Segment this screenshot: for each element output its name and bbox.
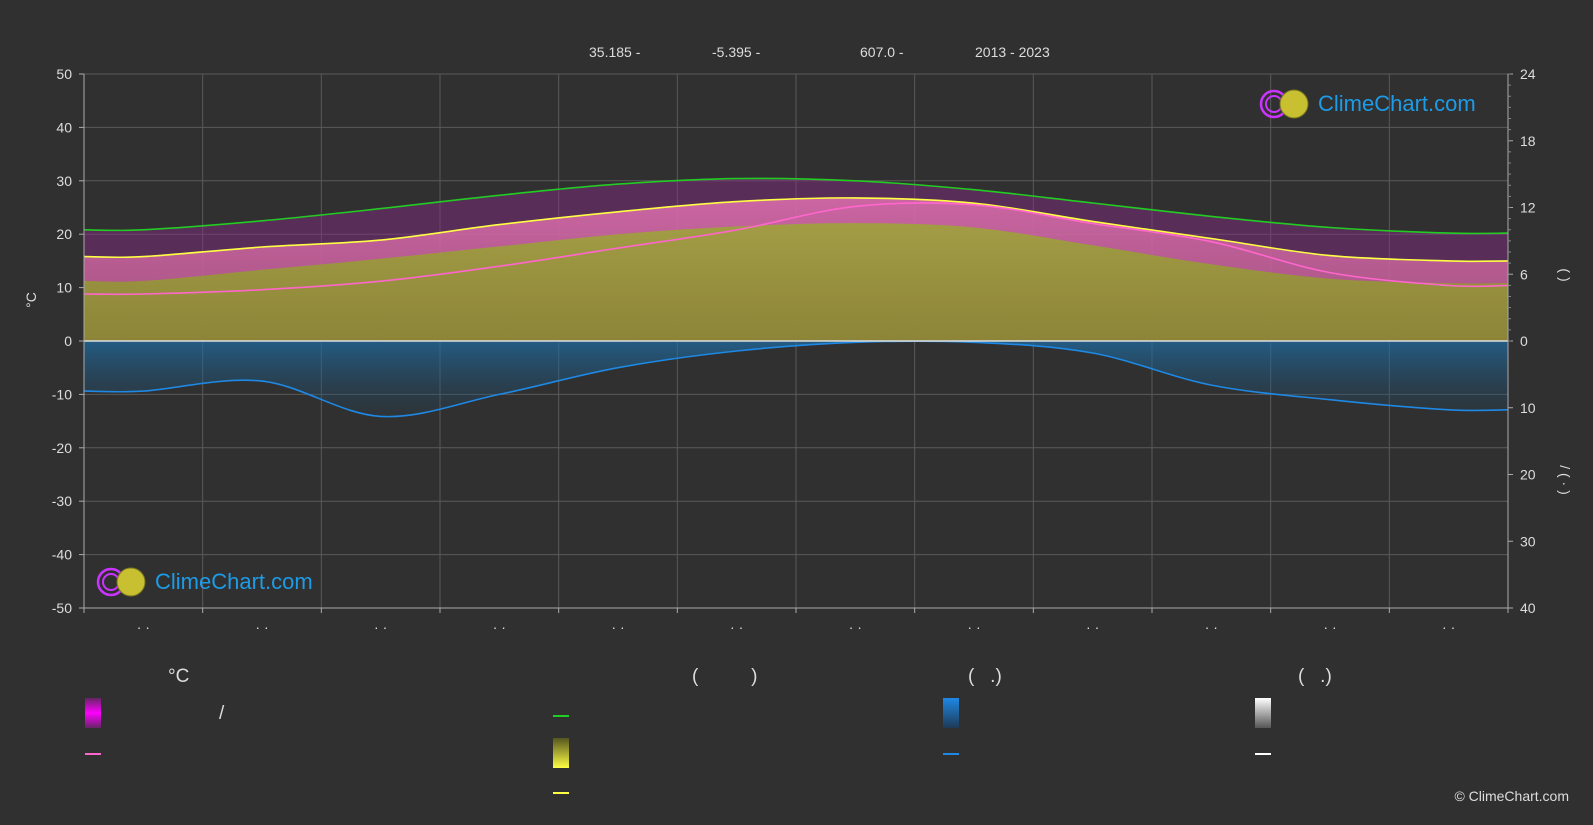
left-tick-label: 0 xyxy=(64,333,72,349)
x-tick-label: · · xyxy=(849,619,862,635)
left-tick-label: -30 xyxy=(52,493,72,509)
max-temp-line xyxy=(83,197,1509,263)
x-tick-label: · · xyxy=(730,619,743,635)
legend-sun-header: ( ) xyxy=(692,666,758,687)
snow-swatch xyxy=(1255,698,1271,728)
right-bottom-tick-label: 40 xyxy=(1520,600,1536,616)
x-tick-label: · · xyxy=(967,619,980,635)
temp-range-swatch xyxy=(85,698,101,728)
legend-snow-header: ( .) xyxy=(1298,666,1332,687)
x-tick-label: · · xyxy=(137,619,150,635)
precip-area xyxy=(84,341,1508,417)
climechart-logo-icon xyxy=(96,567,146,597)
left-tick-label: -10 xyxy=(52,386,72,402)
legend-rain-header: ( .) xyxy=(968,666,1002,687)
rain-swatch xyxy=(943,698,959,728)
x-tick-label: · · xyxy=(1205,619,1218,635)
precip-line xyxy=(83,340,1509,418)
logo-bottom[interactable]: ClimeChart.com xyxy=(95,565,313,599)
chart-axes: 50 40 30 20 10 0 -10 -20 -30 -40 -50 24 18 12 6 0 10 20 30… xyxy=(52,66,1536,635)
x-tick-label: · · xyxy=(1442,619,1455,635)
chart-areas xyxy=(84,178,1508,417)
right-bottom-tick-label: 20 xyxy=(1520,467,1536,483)
elevation-text: 607.0 - xyxy=(860,44,904,60)
right-top-tick-label: 0 xyxy=(1520,333,1528,349)
x-tick-label: · · xyxy=(1086,619,1099,635)
x-tick-label: · · xyxy=(493,619,506,635)
min-temp-line xyxy=(83,202,1509,296)
left-tick-label: 50 xyxy=(56,66,72,82)
longitude-text: -5.395 - xyxy=(712,44,761,60)
left-tick-label: 10 xyxy=(56,280,72,296)
left-tick-label: 40 xyxy=(56,119,72,135)
copyright-text: © ClimeChart.com xyxy=(1454,788,1569,804)
right-axis-bottom-label: / ( · ) xyxy=(1557,465,1573,495)
x-tick-label: · · xyxy=(374,619,387,635)
left-tick-label: 20 xyxy=(56,226,72,242)
right-top-tick-label: 24 xyxy=(1520,66,1536,82)
latitude-text: 35.185 - xyxy=(589,44,641,60)
left-tick-label: -20 xyxy=(52,440,72,456)
legend-temp-range-label: / xyxy=(219,703,225,724)
year-range-text: 2013 - 2023 xyxy=(975,44,1050,60)
left-tick-label: -50 xyxy=(52,600,72,616)
left-tick-label: 30 xyxy=(56,173,72,189)
logo-text: ClimeChart.com xyxy=(155,569,313,594)
right-top-tick-label: 6 xyxy=(1520,266,1528,282)
right-bottom-tick-label: 30 xyxy=(1520,533,1536,549)
logo-top[interactable]: ClimeChart.com xyxy=(1258,87,1476,121)
right-top-tick-label: 18 xyxy=(1520,133,1536,149)
right-axis-top-label: ( ) xyxy=(1557,268,1573,281)
chart-lines xyxy=(83,177,1509,418)
right-top-tick-label: 12 xyxy=(1520,200,1536,216)
daylight-line xyxy=(83,177,1509,235)
legend-temp-header: °C xyxy=(168,666,190,687)
sunshine-swatch xyxy=(553,738,569,768)
x-tick-label: · · xyxy=(611,619,624,635)
right-bottom-tick-label: 10 xyxy=(1520,400,1536,416)
left-axis-label: °C xyxy=(23,292,39,308)
left-tick-label: -40 xyxy=(52,547,72,563)
climechart-logo-icon xyxy=(1259,89,1309,119)
x-tick-label: · · xyxy=(1323,619,1336,635)
sunshine-area xyxy=(84,223,1508,341)
x-tick-label: · · xyxy=(255,619,268,635)
logo-text: ClimeChart.com xyxy=(1318,91,1476,116)
